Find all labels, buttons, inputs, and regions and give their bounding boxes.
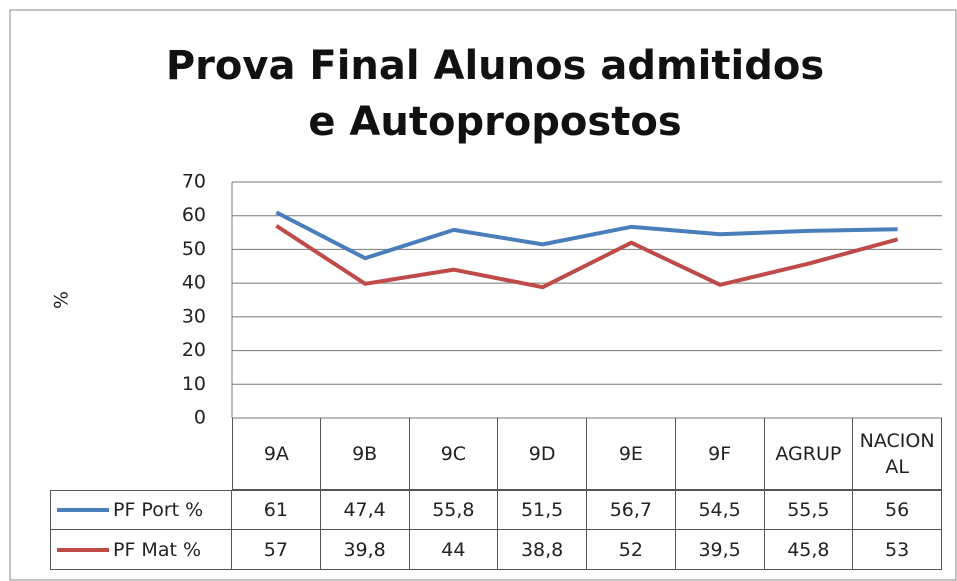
x-tick-label: NACIONAL [853,418,942,490]
data-label: 51,5 [498,490,587,530]
data-label: 44 [409,530,499,570]
data-label: 55,5 [764,490,854,530]
x-tick-label: 9B [320,418,410,490]
y-tick-label: 20 [182,339,206,361]
legend-entry: PF Mat % [50,530,232,570]
y-tick-label: 50 [182,238,206,260]
y-tick-label: 70 [182,171,206,193]
x-tick-label: 9C [409,418,499,490]
legend-swatch [57,508,109,512]
data-label: 56,7 [587,490,676,530]
data-label: 38,8 [498,530,587,570]
line-series [275,224,899,290]
x-tick-label: 9D [498,418,587,490]
x-tick-label: 9F [675,418,765,490]
data-label: 47,4 [320,490,410,530]
x-tick-label: 9A [232,418,321,490]
chart-frame [9,9,957,581]
y-tick-label: 0 [194,407,206,429]
data-label: 56 [853,490,942,530]
data-label: 45,8 [764,530,854,570]
legend-label: PF Mat % [113,538,202,561]
y-tick-label: 10 [182,373,206,395]
legend-entry: PF Port % [50,490,232,530]
data-label: 61 [232,490,321,530]
data-label: 39,5 [675,530,765,570]
data-label: 53 [853,530,942,570]
y-tick-label: 40 [182,272,206,294]
x-tick-label: AGRUP [764,418,854,490]
y-tick-label: 30 [182,305,206,327]
data-label: 57 [232,530,321,570]
legend-swatch [57,547,109,552]
y-axis-label: % [51,291,73,309]
chart-title: Prova Final Alunos admitidos e Autopropo… [165,43,825,145]
y-tick-label: 60 [182,204,206,226]
x-tick-label: 9E [587,418,676,490]
data-label: 52 [587,530,676,570]
data-label: 55,8 [409,490,499,530]
line-series [275,210,898,261]
legend-label: PF Port % [113,499,204,521]
data-label: 39,8 [320,530,410,570]
data-label: 54,5 [675,490,765,530]
